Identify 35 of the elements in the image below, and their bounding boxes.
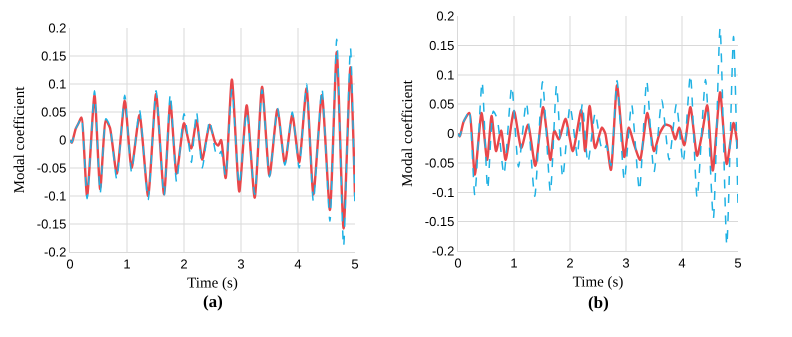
y-tick-label: -0.2 <box>44 244 66 260</box>
x-tick-label: 2 <box>566 256 574 271</box>
x-tick-label: 5 <box>734 256 742 271</box>
y-tick-label: 0.2 <box>48 20 66 36</box>
y-tick-label: 0 <box>59 132 66 148</box>
y-tick-label: -0.15 <box>424 214 454 230</box>
y-tick-label: 0.2 <box>436 8 454 24</box>
x-tick-label: 4 <box>678 256 686 271</box>
y-tick-label: -0.15 <box>36 216 66 232</box>
y-tick-label: -0.1 <box>44 188 66 204</box>
y-tick-label: -0.1 <box>432 184 454 200</box>
y-axis-title: Modal coefficient <box>12 86 28 194</box>
x-tick-label: 4 <box>294 256 302 272</box>
y-tick-label: 0.15 <box>41 48 66 64</box>
text: (a) <box>203 292 223 311</box>
y-tick-label: 0.05 <box>429 96 454 112</box>
x-tick-label: 3 <box>237 256 245 272</box>
y-tick-label: 0.1 <box>436 67 454 82</box>
y-tick-label: -0.05 <box>36 160 66 176</box>
line-series <box>458 84 738 176</box>
x-tick-label: 1 <box>510 256 518 271</box>
text: (b) <box>588 293 609 312</box>
y-axis-title: Modal coefficient <box>400 79 416 187</box>
y-tick-label: 0.05 <box>41 104 66 120</box>
y-tick-label: 0.1 <box>48 76 66 92</box>
y-tick-label: 0.15 <box>429 38 454 53</box>
x-tick-label: 5 <box>351 256 359 272</box>
y-tick-label: -0.2 <box>432 244 454 259</box>
x-axis-title: Time (s) <box>572 274 624 291</box>
y-tick-label: 0 <box>447 126 454 142</box>
x-axis-title: Time (s) <box>187 276 238 292</box>
x-tick-label: 3 <box>622 256 630 271</box>
x-tick-label: 1 <box>123 256 131 272</box>
x-tick-label: 2 <box>180 256 188 272</box>
y-tick-label: -0.05 <box>424 155 454 170</box>
